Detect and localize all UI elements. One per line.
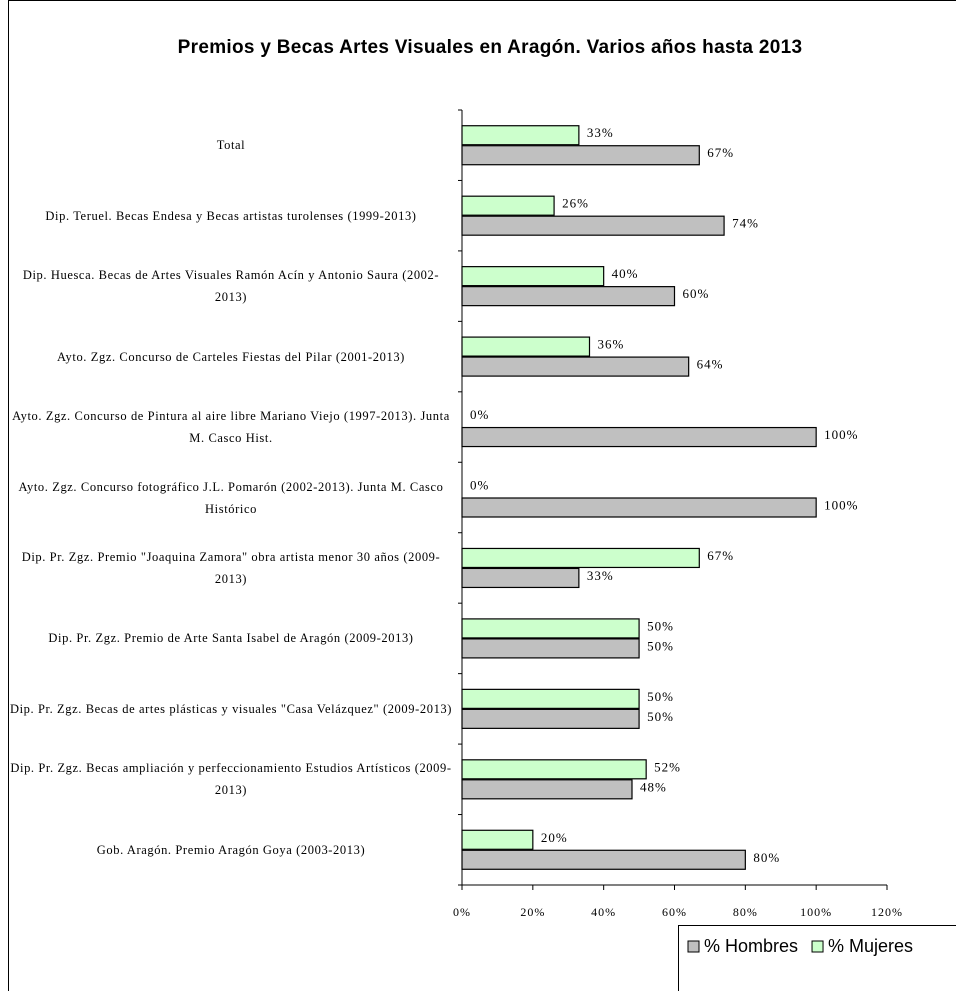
y-tick-label: Gob. Aragón. Premio Aragón Goya (2003-20…	[96, 842, 366, 857]
y-tick-label: Dip. Pr. Zgz. Becas de artes plásticas y…	[9, 701, 453, 716]
bar	[461, 618, 640, 639]
value-label: 20%	[541, 830, 568, 845]
value-label: 50%	[647, 709, 674, 724]
y-tick-label: Ayto. Zgz. Concurso de Pintura al aire l…	[12, 409, 450, 446]
frame	[8, 0, 956, 991]
value-label: 36%	[598, 337, 625, 352]
bar	[461, 125, 580, 146]
x-tick-label: 100%	[800, 905, 832, 919]
bar	[461, 829, 534, 850]
x-tick-label: 20%	[520, 905, 545, 919]
bar	[461, 336, 591, 357]
bar	[461, 759, 647, 780]
y-tick-label: Dip. Pr. Zgz. Premio "Joaquina Zamora" o…	[21, 549, 441, 586]
bar	[461, 849, 746, 870]
value-label: 67%	[707, 548, 734, 563]
value-label: 64%	[697, 357, 724, 372]
x-tick-label: 80%	[733, 905, 758, 919]
bar	[461, 567, 580, 589]
x-tick-label: 40%	[591, 905, 616, 919]
y-tick-label: Dip. Pr. Zgz. Becas ampliación y perfecc…	[10, 761, 452, 798]
value-label: 33%	[587, 125, 614, 140]
value-label: 50%	[647, 638, 674, 653]
value-label: 100%	[824, 497, 858, 512]
y-tick-label: Dip. Pr. Zgz. Premio de Arte Santa Isabe…	[48, 631, 414, 646]
bar	[461, 356, 690, 377]
value-label: 74%	[732, 216, 759, 231]
y-tick-label: Ayto. Zgz. Concurso fotográfico J.L. Pom…	[18, 479, 444, 516]
y-tick-label: Total	[216, 138, 246, 153]
bar	[461, 688, 640, 709]
x-tick-label: 120%	[871, 905, 903, 919]
bar	[461, 426, 817, 448]
bar	[461, 266, 605, 287]
value-label: 0%	[470, 477, 489, 492]
value-label: 52%	[654, 759, 681, 774]
legend-box	[678, 925, 956, 991]
legend-swatch	[687, 940, 700, 953]
bar	[461, 286, 676, 307]
legend-label: % Hombres	[704, 936, 798, 956]
value-label: 80%	[753, 850, 780, 865]
value-label: 33%	[587, 568, 614, 583]
chart-title: Premios y Becas Artes Visuales en Aragón…	[178, 37, 803, 58]
value-label: 100%	[824, 427, 858, 442]
value-label: 50%	[647, 618, 674, 633]
bar	[461, 497, 817, 518]
value-label: 48%	[640, 779, 667, 794]
legend-label: % Mujeres	[828, 936, 913, 956]
x-tick-label: 60%	[662, 905, 687, 919]
bar	[461, 215, 725, 236]
value-label: 26%	[562, 196, 589, 211]
x-tick-label: 0%	[453, 905, 471, 919]
legend-swatch	[811, 940, 824, 953]
value-label: 60%	[683, 286, 710, 301]
bar	[461, 547, 700, 569]
y-tick-label: Ayto. Zgz. Concurso de Carteles Fiestas …	[57, 349, 405, 364]
value-label: 40%	[612, 266, 639, 281]
value-label: 0%	[470, 407, 489, 422]
value-label: 67%	[707, 145, 734, 160]
bar	[461, 195, 555, 216]
bar	[461, 708, 640, 729]
value-label: 50%	[647, 689, 674, 704]
bar	[461, 638, 640, 659]
bar	[461, 145, 700, 166]
y-tick-label: Dip. Huesca. Becas de Artes Visuales Ram…	[22, 268, 440, 305]
bar	[461, 779, 633, 800]
y-tick-label: Dip. Teruel. Becas Endesa y Becas artist…	[45, 208, 417, 223]
